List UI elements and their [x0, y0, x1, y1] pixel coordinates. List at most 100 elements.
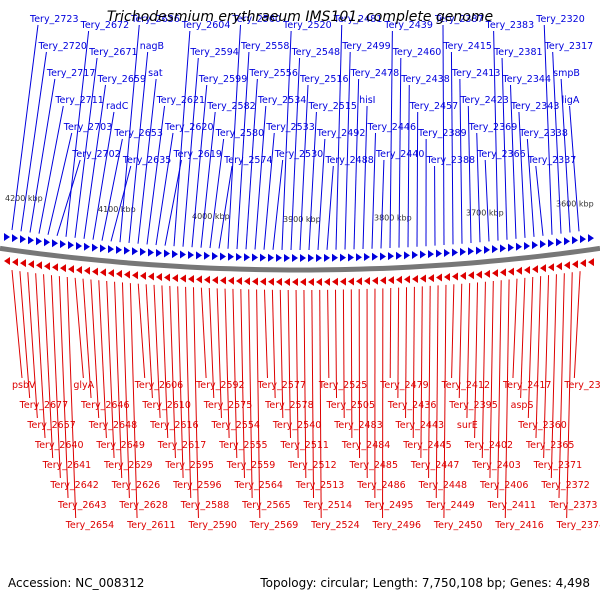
reverse-leader-line — [58, 276, 69, 499]
reverse-gene-label: Tery_2450 — [433, 520, 483, 531]
forward-gene-label: Tery_2653 — [113, 128, 163, 139]
reverse-gene-label: Tery_2486 — [356, 480, 406, 491]
reverse-leader-line — [90, 279, 100, 419]
forward-gene-arrow — [436, 249, 442, 258]
forward-gene-arrow — [564, 237, 570, 246]
reverse-gene-label: glyA — [73, 380, 94, 391]
map-title: Trichodesmium erythraeum IMS101, complet… — [106, 9, 494, 25]
forward-gene-label: Tery_2415 — [442, 41, 492, 52]
forward-gene-arrow — [484, 245, 490, 254]
reverse-gene-arrow — [468, 271, 474, 280]
reverse-leader-line — [82, 278, 92, 399]
reverse-gene-arrow — [428, 274, 434, 283]
reverse-gene-arrow — [244, 277, 250, 286]
reverse-leader-line — [311, 289, 315, 499]
forward-gene-label: Tery_2599 — [198, 74, 248, 85]
forward-gene-label: Tery_2720 — [37, 41, 87, 52]
reverse-leader-line — [327, 289, 330, 379]
reverse-gene-arrow — [340, 277, 346, 286]
forward-leader-line — [65, 30, 90, 237]
reverse-leader-line — [295, 289, 299, 459]
forward-gene-arrow — [348, 253, 354, 262]
reverse-gene-label: Tery_2588 — [180, 500, 230, 511]
forward-gene-arrow — [316, 253, 322, 262]
forward-leader-line — [317, 138, 326, 250]
forward-gene-arrow — [44, 238, 50, 247]
reverse-gene-label: Tery_2513 — [295, 480, 345, 491]
forward-gene-label: Tery_2672 — [80, 20, 130, 31]
forward-gene-label: Tery_2488 — [324, 155, 374, 166]
forward-leader-line — [493, 30, 499, 241]
forward-leader-line — [47, 132, 73, 235]
forward-leader-line — [510, 84, 517, 239]
forward-gene-label: Tery_2621 — [156, 95, 206, 106]
forward-gene-label: Tery_2556 — [248, 68, 298, 79]
forward-leader-line — [442, 24, 445, 246]
forward-leader-line — [110, 165, 132, 242]
forward-leader-line — [416, 111, 419, 247]
reverse-gene-arrow — [156, 273, 162, 282]
forward-leader-line — [200, 111, 216, 248]
reverse-gene-label: Tery_2395 — [448, 400, 498, 411]
forward-gene-arrow — [292, 253, 298, 262]
forward-gene-arrow — [572, 236, 578, 245]
tick-label: 4000 kbp — [192, 212, 230, 221]
forward-gene-arrow — [220, 252, 226, 261]
forward-gene-label: Tery_2594 — [189, 47, 239, 58]
reverse-leader-line — [335, 289, 338, 399]
tick-label: 4200 kbp — [5, 194, 43, 203]
forward-gene-label: Tery_2717 — [46, 68, 96, 79]
reverse-gene-label: Tery_2374 — [556, 520, 600, 531]
forward-gene-arrow — [52, 239, 58, 248]
reverse-gene-label: Tery_2417 — [502, 380, 551, 391]
forward-gene-label: Tery_2582 — [206, 101, 256, 112]
reverse-leader-line — [121, 282, 130, 499]
reverse-gene-label: Tery_2524 — [310, 520, 360, 531]
forward-leader-line — [362, 105, 368, 250]
forward-leader-line — [272, 159, 284, 250]
forward-gene-arrow — [396, 251, 402, 260]
reverse-gene-label: Tery_2590 — [187, 520, 237, 531]
reverse-leader-line — [342, 289, 345, 419]
forward-gene-label: Tery_2548 — [291, 47, 341, 58]
forward-gene-arrow — [260, 253, 266, 262]
forward-gene-arrow — [476, 246, 482, 255]
forward-leader-line — [83, 84, 106, 239]
reverse-gene-arrow — [396, 275, 402, 284]
forward-leader-line — [526, 138, 535, 237]
reverse-gene-arrow — [4, 256, 10, 265]
reverse-gene-arrow — [12, 258, 18, 267]
forward-leader-line — [476, 132, 481, 243]
reverse-gene-arrow — [172, 274, 178, 283]
reverse-leader-line — [428, 285, 431, 479]
reverse-gene-arrow — [540, 264, 546, 273]
reverse-gene-label: Tery_2643 — [57, 500, 107, 511]
forward-gene-arrow — [532, 241, 538, 250]
forward-gene-arrow — [236, 253, 242, 262]
reverse-gene-label: Tery_2554 — [210, 420, 260, 431]
reverse-leader-line — [420, 286, 423, 459]
forward-gene-label: Tery_2337 — [527, 155, 577, 166]
reverse-leader-line — [43, 274, 54, 459]
forward-gene-label: Tery_2515 — [307, 101, 357, 112]
forward-gene-label: Tery_2671 — [88, 47, 138, 58]
reverse-gene-label: Tery_2540 — [272, 420, 322, 431]
topology-label: Topology: circular; Length: 7,750,108 bp… — [260, 576, 590, 590]
reverse-gene-label: Tery_2495 — [364, 500, 414, 511]
forward-gene-arrow — [444, 249, 450, 258]
forward-gene-label: Tery_2703 — [63, 122, 113, 133]
forward-gene-arrow — [4, 232, 10, 241]
reverse-leader-line — [177, 286, 184, 479]
forward-gene-label: Tery_2387 — [434, 14, 484, 25]
reverse-leader-line — [263, 289, 268, 379]
forward-leader-line — [245, 78, 258, 250]
reverse-gene-arrow — [52, 263, 58, 272]
forward-gene-arrow — [308, 253, 314, 262]
reverse-leader-line — [66, 276, 77, 519]
reverse-gene-arrow — [564, 261, 570, 270]
reverse-gene-arrow — [580, 259, 586, 268]
reverse-gene-arrow — [60, 264, 66, 273]
forward-gene-arrow — [180, 250, 186, 259]
reverse-gene-label: Tery_2365 — [525, 440, 575, 451]
reverse-gene-arrow — [196, 275, 202, 284]
